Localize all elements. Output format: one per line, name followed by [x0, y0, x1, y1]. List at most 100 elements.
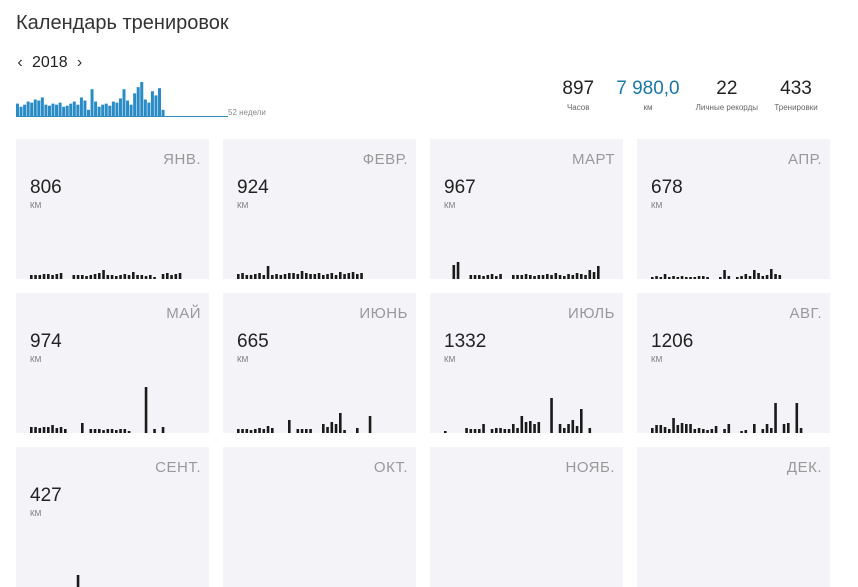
week-bar[interactable] — [126, 100, 130, 116]
day-bar[interactable] — [575, 426, 579, 433]
day-bar[interactable] — [30, 275, 33, 279]
day-bar[interactable] — [271, 428, 274, 433]
day-bar[interactable] — [655, 276, 658, 279]
day-bar[interactable] — [744, 274, 748, 279]
day-bar[interactable] — [93, 429, 97, 433]
week-bar[interactable] — [108, 105, 112, 116]
day-bar[interactable] — [102, 270, 105, 279]
week-bar[interactable] — [26, 101, 30, 116]
month-card[interactable]: АПР. 678 КМ — [637, 139, 830, 279]
day-bar[interactable] — [258, 273, 261, 279]
week-bar[interactable] — [87, 109, 90, 116]
week-bar[interactable] — [19, 106, 23, 116]
day-bar[interactable] — [533, 276, 536, 279]
day-bar[interactable] — [98, 429, 101, 433]
day-bar[interactable] — [51, 275, 54, 279]
day-bar[interactable] — [706, 430, 709, 433]
day-bar[interactable] — [580, 274, 583, 279]
day-bar[interactable] — [330, 422, 334, 433]
day-bar[interactable] — [258, 428, 261, 433]
day-bar[interactable] — [339, 413, 342, 433]
day-bar[interactable] — [482, 424, 485, 433]
day-bar[interactable] — [254, 274, 257, 279]
day-bar[interactable] — [55, 274, 59, 279]
week-bar[interactable] — [150, 91, 154, 116]
day-bar[interactable] — [558, 275, 562, 279]
day-bar[interactable] — [663, 274, 667, 279]
day-bar[interactable] — [153, 429, 156, 433]
day-bar[interactable] — [659, 277, 663, 279]
day-bar[interactable] — [271, 275, 274, 279]
day-bar[interactable] — [444, 431, 447, 433]
day-bar[interactable] — [478, 429, 481, 433]
day-bar[interactable] — [588, 270, 592, 279]
week-bar[interactable] — [58, 102, 62, 116]
day-bar[interactable] — [326, 427, 329, 433]
day-bar[interactable] — [571, 420, 575, 433]
day-bar[interactable] — [140, 275, 144, 279]
day-bar[interactable] — [288, 420, 291, 433]
day-bar[interactable] — [685, 424, 688, 433]
day-bar[interactable] — [520, 416, 524, 433]
month-card[interactable]: АВГ. 1206 КМ — [637, 293, 830, 433]
chevron-right-icon[interactable]: › — [76, 54, 83, 71]
day-bar[interactable] — [546, 274, 549, 279]
day-bar[interactable] — [38, 275, 42, 279]
day-bar[interactable] — [300, 271, 304, 279]
day-bar[interactable] — [34, 427, 37, 433]
day-bar[interactable] — [702, 276, 705, 279]
week-bar[interactable] — [47, 105, 51, 116]
day-bar[interactable] — [149, 275, 152, 279]
day-bar[interactable] — [563, 428, 566, 433]
week-bar[interactable] — [23, 104, 27, 116]
day-bar[interactable] — [710, 429, 714, 433]
day-bar[interactable] — [47, 274, 50, 279]
day-bar[interactable] — [115, 430, 118, 433]
day-bar[interactable] — [136, 275, 139, 279]
day-bar[interactable] — [59, 427, 63, 433]
day-bar[interactable] — [567, 274, 570, 279]
day-bar[interactable] — [237, 429, 240, 433]
day-bar[interactable] — [119, 275, 122, 279]
day-bar[interactable] — [753, 424, 756, 433]
day-bar[interactable] — [166, 273, 169, 279]
day-bar[interactable] — [42, 427, 46, 433]
day-bar[interactable] — [266, 426, 270, 433]
day-bar[interactable] — [571, 275, 575, 279]
day-bar[interactable] — [697, 276, 701, 279]
day-bar[interactable] — [347, 273, 351, 279]
day-bar[interactable] — [245, 275, 249, 279]
week-bar[interactable] — [118, 98, 122, 116]
day-bar[interactable] — [85, 276, 88, 279]
day-bar[interactable] — [360, 273, 363, 279]
week-bar[interactable] — [62, 106, 66, 116]
day-bar[interactable] — [597, 266, 600, 279]
day-bar[interactable] — [262, 275, 266, 279]
week-bar[interactable] — [104, 103, 108, 116]
day-bar[interactable] — [680, 276, 684, 279]
day-bar[interactable] — [249, 430, 253, 433]
day-bar[interactable] — [123, 274, 127, 279]
day-bar[interactable] — [524, 422, 528, 433]
day-bar[interactable] — [592, 272, 596, 279]
day-bar[interactable] — [516, 275, 519, 279]
day-bar[interactable] — [702, 429, 705, 433]
month-card[interactable]: СЕНТ. 427 КМ — [16, 447, 209, 587]
day-bar[interactable] — [296, 429, 300, 433]
day-bar[interactable] — [672, 276, 675, 279]
day-bar[interactable] — [659, 425, 663, 433]
day-bar[interactable] — [161, 427, 165, 433]
day-bar[interactable] — [787, 423, 790, 433]
day-bar[interactable] — [30, 427, 33, 433]
week-bar[interactable] — [140, 82, 144, 116]
day-bar[interactable] — [541, 275, 545, 279]
day-bar[interactable] — [736, 277, 739, 279]
day-bar[interactable] — [685, 277, 688, 279]
day-bar[interactable] — [262, 429, 266, 433]
month-card[interactable]: НОЯБ. — [430, 447, 623, 587]
day-bar[interactable] — [782, 424, 786, 433]
day-bar[interactable] — [490, 274, 494, 279]
week-bar[interactable] — [115, 102, 119, 116]
day-bar[interactable] — [689, 424, 692, 433]
week-bar[interactable] — [37, 100, 41, 116]
